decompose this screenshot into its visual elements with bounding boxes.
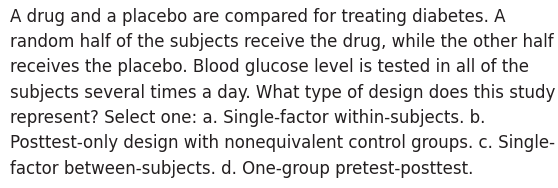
Text: factor between-subjects. d. One-group pretest-posttest.: factor between-subjects. d. One-group pr… bbox=[10, 160, 473, 178]
Text: A drug and a placebo are compared for treating diabetes. A: A drug and a placebo are compared for tr… bbox=[10, 8, 506, 26]
Text: random half of the subjects receive the drug, while the other half: random half of the subjects receive the … bbox=[10, 33, 554, 51]
Text: represent? Select one: a. Single-factor within-subjects. b.: represent? Select one: a. Single-factor … bbox=[10, 109, 485, 127]
Text: receives the placebo. Blood glucose level is tested in all of the: receives the placebo. Blood glucose leve… bbox=[10, 58, 529, 76]
Text: subjects several times a day. What type of design does this study: subjects several times a day. What type … bbox=[10, 84, 555, 102]
Text: Posttest-only design with nonequivalent control groups. c. Single-: Posttest-only design with nonequivalent … bbox=[10, 134, 555, 152]
